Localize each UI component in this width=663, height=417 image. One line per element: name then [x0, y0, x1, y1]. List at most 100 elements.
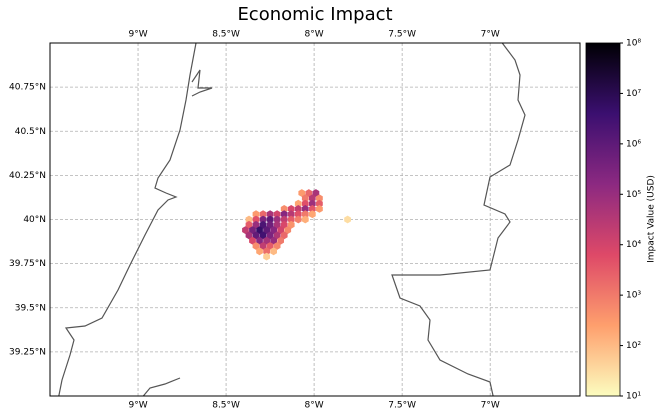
hexbin	[266, 210, 274, 219]
estuary	[191, 69, 213, 97]
hexbin	[263, 226, 270, 234]
hexbin	[259, 210, 267, 219]
x-tick-label: 8°W	[305, 401, 324, 411]
hexbin	[294, 199, 302, 208]
hexbin	[266, 215, 274, 224]
x-tick-label: 7.5°W	[388, 401, 416, 411]
hexbin	[301, 205, 309, 213]
y-tick-label: 40.5°N	[15, 127, 46, 137]
hexbin	[294, 210, 302, 219]
hexbin	[270, 247, 277, 256]
hexbin	[256, 226, 263, 234]
hexbin	[273, 242, 281, 250]
hexbin	[256, 236, 263, 245]
hexbin	[273, 231, 281, 240]
hexbin	[301, 194, 309, 203]
hexbin	[280, 220, 288, 229]
hexbin	[249, 236, 256, 245]
border	[391, 43, 526, 396]
x-tick-label-top: 7.5°W	[388, 30, 416, 40]
colorbar-tick-label: 10⁷	[626, 89, 641, 99]
colorbar-tick-label: 10³	[626, 291, 641, 301]
hexbin	[270, 236, 277, 245]
colorbar-tick-label: 10⁶	[626, 139, 641, 149]
y-tick-label: 40°N	[23, 215, 46, 225]
hexbin	[252, 215, 260, 224]
colorbar-label: Impact Value (USD)	[647, 175, 657, 263]
y-tick-label: 40.25°N	[9, 171, 46, 181]
y-tick-label: 39.25°N	[9, 347, 46, 357]
y-tick-label: 39.5°N	[15, 303, 46, 313]
hexbin	[277, 236, 284, 245]
hexbin	[266, 220, 274, 229]
hexbin	[245, 215, 253, 224]
x-tick-label-top: 8°W	[305, 30, 324, 40]
hexbin	[298, 189, 306, 197]
hexbin	[242, 226, 249, 234]
hexbin	[259, 231, 267, 240]
hexbin	[263, 236, 270, 245]
hexbin	[305, 189, 313, 197]
hexbin	[263, 247, 270, 256]
hexbin	[259, 215, 267, 224]
hexbin	[316, 205, 323, 213]
hexbin	[294, 215, 302, 224]
hexbin	[245, 231, 253, 240]
hexbin	[270, 226, 277, 234]
hexbin	[256, 247, 263, 256]
hexbin	[263, 252, 270, 261]
hexbin	[273, 210, 281, 219]
hexbin	[252, 242, 260, 250]
hexbins	[242, 189, 351, 261]
hexbin	[252, 220, 260, 229]
x-tick-label: 7°W	[481, 401, 500, 411]
plot-frame	[49, 42, 581, 397]
x-tick-label: 9°W	[128, 401, 147, 411]
y-tick-label: 39.75°N	[9, 259, 46, 269]
hexbin	[259, 220, 267, 229]
colorbar-tick-label: 10²	[626, 341, 641, 351]
hexbin	[280, 231, 288, 240]
x-tick-label-top: 8.5°W	[212, 30, 240, 40]
hexbin	[316, 199, 323, 208]
hexbin	[287, 210, 295, 219]
colorbar-tick-label: 10¹	[626, 392, 641, 402]
hexbin	[266, 242, 274, 250]
hexbin	[280, 210, 288, 219]
hexbin	[344, 215, 351, 224]
x-tick-label: 8.5°W	[212, 401, 240, 411]
hexbin	[277, 226, 284, 234]
hexbin	[312, 189, 320, 197]
coastline	[58, 43, 197, 396]
hexbin	[287, 205, 295, 213]
coastline-south	[142, 377, 181, 396]
x-tick-label-top: 9°W	[128, 30, 147, 40]
chart-title: Economic Impact	[237, 4, 392, 25]
map-lines	[58, 43, 526, 396]
hexbin	[294, 205, 302, 213]
hexbin	[245, 220, 253, 229]
colorbar-tick-label: 10⁵	[626, 190, 641, 200]
colorbar	[585, 42, 621, 397]
hexbin	[301, 210, 309, 219]
hexbin	[273, 215, 281, 224]
hexbin	[309, 199, 316, 208]
hexbin	[287, 215, 295, 224]
hexbin	[287, 220, 295, 229]
hexbin	[259, 242, 267, 250]
hexbin	[249, 226, 256, 234]
x-tick-label-top: 7°W	[481, 30, 500, 40]
hexbin	[309, 194, 316, 203]
hexbin	[309, 210, 316, 219]
colorbar-tick-label: 10⁸	[626, 39, 641, 49]
hexbin	[273, 220, 281, 229]
hexbin	[316, 194, 323, 203]
hexbin	[301, 215, 309, 224]
hexbin	[309, 205, 316, 213]
hexbin	[252, 210, 260, 219]
hexbin	[280, 205, 288, 213]
grid	[50, 43, 580, 396]
colorbar-tick-label: 10⁴	[626, 240, 641, 250]
hexbin	[280, 215, 288, 224]
